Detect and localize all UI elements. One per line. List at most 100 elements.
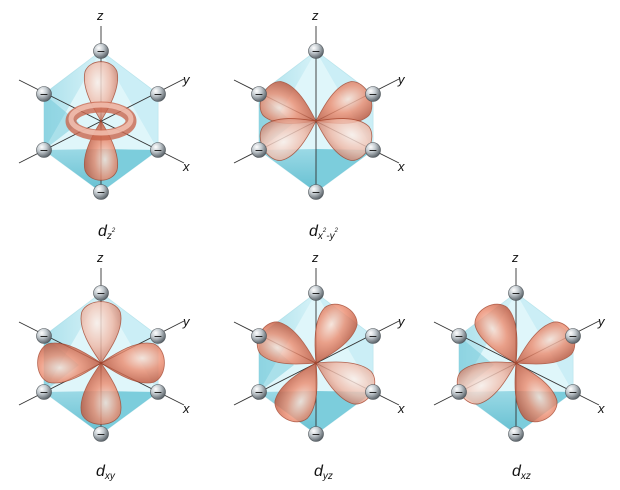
lobe-front [80,362,122,425]
ligand-charge: − [311,428,320,441]
orbital-label-dxz: dxz [512,463,531,482]
ligand-charge: − [311,45,320,58]
ligand-charge: − [96,287,105,300]
ligands: − − − − − − [36,285,166,442]
lobe-lower-left [274,362,318,423]
ligand-ur: − [150,328,166,344]
axis-label-z: z [96,250,104,265]
ligand-ll: − [36,384,52,400]
ligand-ul: − [251,86,267,102]
axis-label-y: y [397,72,406,87]
lobe-right [100,342,165,384]
axis-label-z: z [311,8,319,23]
orbital-label-dxy: dxy [96,463,116,482]
ligand-charge: − [254,88,263,101]
axis-labels: z y x [311,8,406,174]
axis-label-y: y [182,72,191,87]
ligand-ur: − [150,86,166,102]
ligand-charge: − [368,330,377,343]
lobe-back [80,301,122,364]
lobe-bottom [83,120,119,181]
ligand-top: − [308,285,324,301]
ligand-charge: − [153,330,162,343]
lobe-top [83,61,119,122]
orbital-panel-dz2: − − − − − − z y x dz2 [18,8,191,242]
ligand-ll: − [451,384,467,400]
ligand-top: − [93,285,109,301]
ligand-bottom: − [508,426,524,442]
ligand-charge: − [96,428,105,441]
ligand-ll: − [36,142,52,158]
orbital-panel-dxy: − − − − − − z y x dxy [18,250,191,482]
axis-label-z: z [96,8,104,23]
ligands: − − − − − − [451,285,581,442]
orbital-lobes [65,61,137,181]
ligand-ll: − [251,142,267,158]
orbital-lobes [456,303,576,423]
ligand-charge: − [454,386,463,399]
ligand-lr: − [565,384,581,400]
axis-label-x: x [182,401,190,416]
ligand-ur: − [365,86,381,102]
ligand-ul: − [36,328,52,344]
ligands: − − − − − − [251,285,381,442]
lobe-upper-right [314,303,358,364]
ligand-charge: − [96,186,105,199]
ligand-bottom: − [308,426,324,442]
ligand-charge: − [368,386,377,399]
lobe-upper-left [474,303,518,364]
orbital-panel-dxz: − − − − − − z y x dxz [433,250,606,482]
lobe-lower-right [514,362,558,423]
ligand-lr: − [150,142,166,158]
ligand-bottom: − [93,184,109,200]
ligand-charge: − [39,88,48,101]
orbital-panel-dyz: − − − − − − z y x dyz [233,250,406,482]
ligand-ll: − [251,384,267,400]
ligand-charge: − [568,330,577,343]
ligand-ul: − [251,328,267,344]
orbital-label-dz2: dz2 [98,223,116,242]
ligand-bottom: − [308,184,324,200]
ligand-lr: − [365,142,381,158]
ligand-charge: − [39,386,48,399]
orbital-lobes [256,303,376,423]
ligand-lr: − [365,384,381,400]
ligand-charge: − [96,45,105,58]
axis-labels: z y x [96,8,191,174]
ligand-charge: − [511,287,520,300]
axis-labels: z y x [511,250,606,416]
axis-label-x: x [597,401,605,416]
ligands: − − − − − − [251,43,381,200]
ligand-ul: − [36,86,52,102]
axis-labels: z y x [96,250,191,416]
orbital-lobes [37,301,165,425]
ligand-charge: − [568,386,577,399]
axis-label-y: y [597,314,606,329]
ligand-charge: − [39,330,48,343]
axis-label-z: z [311,250,319,265]
orbital-lobes [259,81,373,161]
ligand-charge: − [511,428,520,441]
ligand-charge: − [368,144,377,157]
lobe-left [37,342,102,384]
ligand-top: − [93,43,109,59]
ligand-ur: − [365,328,381,344]
ligand-top: − [508,285,524,301]
orbital-panel-dx2y2: − − − − − − z y x dx2-y2 [233,8,406,242]
axis-label-y: y [182,314,191,329]
ligands: − − − − − − [36,43,166,200]
ligand-charge: − [254,144,263,157]
ligand-charge: − [39,144,48,157]
axis-label-z: z [511,250,519,265]
ligand-charge: − [153,386,162,399]
axis-label-x: x [397,401,405,416]
ligand-charge: − [153,144,162,157]
orbital-label-dx2y2: dx2-y2 [309,223,339,242]
ligand-ur: − [565,328,581,344]
axis-label-y: y [397,314,406,329]
ligand-top: − [308,43,324,59]
axis-label-x: x [397,159,405,174]
axis-label-x: x [182,159,190,174]
ligand-charge: − [153,88,162,101]
